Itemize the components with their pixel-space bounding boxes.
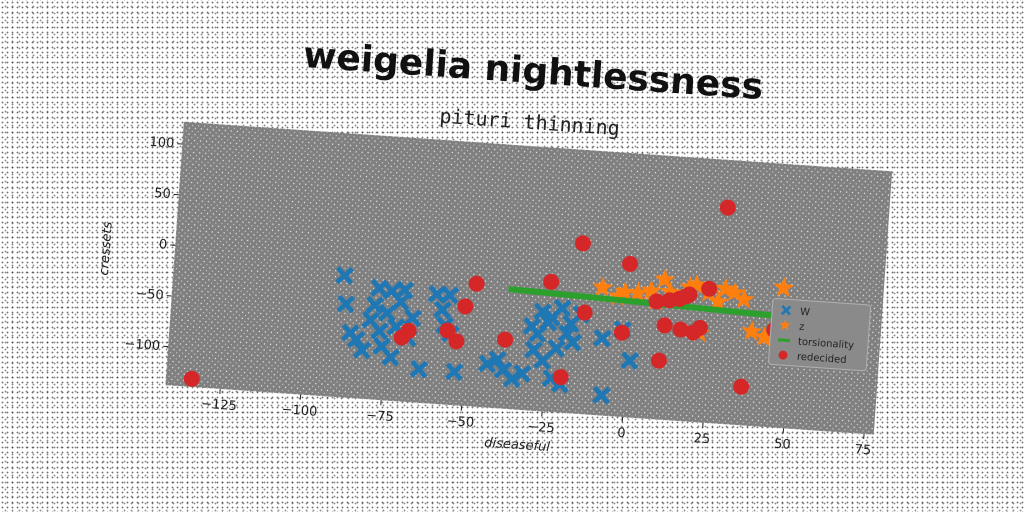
data-point <box>409 359 429 379</box>
data-point <box>724 281 746 302</box>
data-point <box>654 268 676 289</box>
data-point <box>512 364 532 383</box>
y-tick-label: −50 <box>136 287 164 304</box>
legend-marker <box>777 338 791 343</box>
data-point <box>691 319 708 336</box>
data-point <box>448 333 465 350</box>
data-point <box>391 292 411 312</box>
y-tick-label: −100 <box>124 337 161 354</box>
legend-label: torsionality <box>798 337 855 352</box>
data-point <box>427 284 447 304</box>
data-point <box>546 338 566 358</box>
legend-label: W <box>800 307 811 319</box>
data-point <box>487 350 507 369</box>
data-point <box>369 278 389 298</box>
series-redecided <box>183 199 788 395</box>
x-axis-ticks: −125 −100 −75 −50 −25 0 25 50 75 <box>201 388 872 458</box>
data-point <box>433 300 452 320</box>
data-point <box>457 298 474 315</box>
data-point <box>377 303 397 323</box>
series-torsionality <box>508 286 779 320</box>
data-point <box>741 320 763 341</box>
x-tick-label: 0 <box>617 426 626 442</box>
data-point <box>753 326 775 347</box>
x-tick-label: −75 <box>366 408 394 425</box>
data-point <box>715 277 737 299</box>
x-tick-label: −50 <box>446 414 474 431</box>
data-point <box>592 276 614 297</box>
x-tick-label: 75 <box>854 442 872 458</box>
data-point <box>672 321 689 338</box>
data-point <box>701 280 718 297</box>
data-point <box>552 369 569 386</box>
data-point <box>400 322 417 339</box>
data-point <box>468 275 485 292</box>
data-point <box>681 286 698 303</box>
legend-label: z <box>799 322 805 333</box>
chart-subtitle: pituri thinning <box>439 104 621 141</box>
series-line <box>508 286 779 320</box>
data-point <box>533 351 552 370</box>
data-point <box>370 321 389 341</box>
data-point <box>576 304 593 321</box>
data-point <box>502 369 522 389</box>
y-tick-label: 0 <box>158 237 167 253</box>
data-point <box>352 340 372 360</box>
data-point <box>733 378 750 395</box>
data-point <box>552 298 572 318</box>
data-point <box>773 276 795 298</box>
y-tick-label: 50 <box>154 186 172 202</box>
data-point <box>614 324 631 341</box>
data-point <box>614 281 636 302</box>
data-point <box>733 288 755 309</box>
legend-label: redecided <box>797 352 847 366</box>
chart-title: weigelia nightlessness <box>302 35 765 108</box>
data-point <box>656 317 673 334</box>
data-point <box>477 354 497 374</box>
data-point <box>335 266 354 285</box>
data-point <box>395 280 415 300</box>
data-marks <box>183 199 795 405</box>
data-point <box>707 290 729 312</box>
legend-marker <box>779 319 791 331</box>
data-point <box>346 330 366 349</box>
data-point <box>543 273 560 290</box>
x-tick-label: −25 <box>527 419 555 436</box>
data-point <box>620 351 640 370</box>
data-point <box>336 294 356 314</box>
x-tick-label: −100 <box>281 402 318 419</box>
y-axis-label: cressets <box>97 221 116 276</box>
data-point <box>533 302 552 322</box>
x-tick-label: 25 <box>693 431 711 447</box>
data-point <box>403 308 423 328</box>
data-point <box>622 255 639 272</box>
y-axis-ticks: 100 50 0 −50 −100 <box>124 135 183 354</box>
data-point <box>574 235 591 252</box>
legend-box <box>768 297 872 372</box>
x-tick-label: 50 <box>774 437 792 453</box>
data-point <box>592 328 612 348</box>
data-point <box>592 385 611 405</box>
data-point <box>365 295 385 315</box>
x-tick-label: −125 <box>201 397 238 414</box>
data-point <box>381 347 400 367</box>
data-point <box>440 285 460 305</box>
legend-marker <box>778 350 788 360</box>
data-point <box>439 322 456 339</box>
data-point <box>444 362 464 382</box>
data-point <box>183 370 200 387</box>
y-tick-label: 100 <box>149 135 175 152</box>
data-point <box>648 293 665 310</box>
data-point <box>563 332 583 352</box>
x-axis-label: diseaseful <box>484 436 551 456</box>
data-point <box>719 199 736 216</box>
data-point <box>627 281 649 303</box>
legend-marker <box>780 305 792 316</box>
data-point <box>497 331 514 348</box>
data-point <box>640 279 662 301</box>
plot-noise <box>165 121 893 435</box>
data-point <box>650 352 667 369</box>
